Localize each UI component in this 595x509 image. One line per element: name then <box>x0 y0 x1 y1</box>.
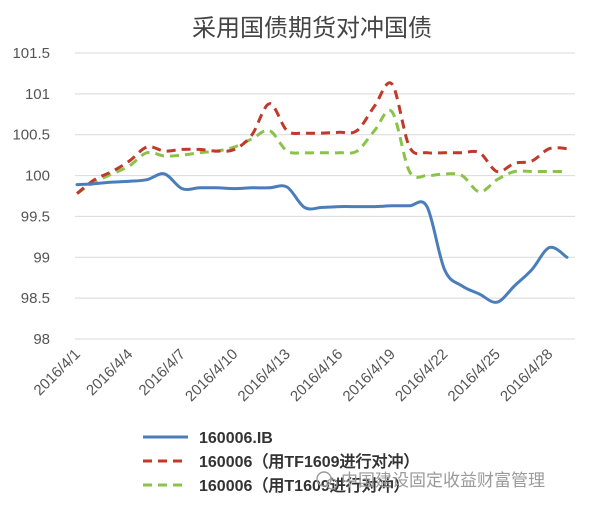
series-line-0 <box>75 172 569 304</box>
series-line-2 <box>76 108 567 195</box>
y-axis-tick-labels: 98 98.5 99 99.5 100 100.5 101 101.5 <box>12 45 50 348</box>
legend-label-1: 160006（用TF1609进行对冲） <box>199 452 420 471</box>
legend: 160006.IB 160006（用TF1609进行对冲） 160006（用T160… <box>143 430 420 495</box>
x-tick-label: 2016/4/22 <box>392 346 451 405</box>
y-tick-label: 98 <box>33 331 50 348</box>
y-tick-label: 101.5 <box>12 45 50 62</box>
y-tick-label: 100.5 <box>12 127 50 144</box>
y-tick-label: 98.5 <box>21 290 50 307</box>
x-tick-label: 2016/4/28 <box>497 346 556 405</box>
x-tick-label: 2016/4/4 <box>83 346 136 399</box>
x-tick-label: 2016/4/1 <box>31 346 84 399</box>
x-tick-label: 2016/4/7 <box>136 346 189 399</box>
watermark-text: 中国建设固定收益财富管理 <box>341 471 545 491</box>
x-tick-label: 2016/4/13 <box>235 346 294 405</box>
watermark: 中国建设固定收益财富管理 <box>316 471 545 491</box>
x-tick-label: 2016/4/10 <box>182 346 241 405</box>
x-axis-tick-labels: 2016/4/1 2016/4/4 2016/4/72016/4/102016/4/… <box>31 346 557 405</box>
x-tick-label: 2016/4/19 <box>340 346 399 405</box>
chart-title: 采用国债期货对冲国债 <box>192 14 432 42</box>
wechat-icon-bubble <box>326 478 338 490</box>
x-tick-label: 2016/4/16 <box>287 346 346 405</box>
series-lines <box>75 81 569 304</box>
legend-label-2: 160006（用T1609进行对冲） <box>199 476 410 495</box>
x-tick-label: 2016/4/25 <box>445 346 504 405</box>
gridlines <box>75 52 575 340</box>
y-tick-label: 99.5 <box>21 208 50 225</box>
y-tick-label: 99 <box>33 249 50 266</box>
y-tick-label: 100 <box>25 168 50 185</box>
series-line-1 <box>76 81 568 195</box>
legend-label-0: 160006.IB <box>199 430 273 447</box>
y-tick-label: 101 <box>25 86 50 103</box>
